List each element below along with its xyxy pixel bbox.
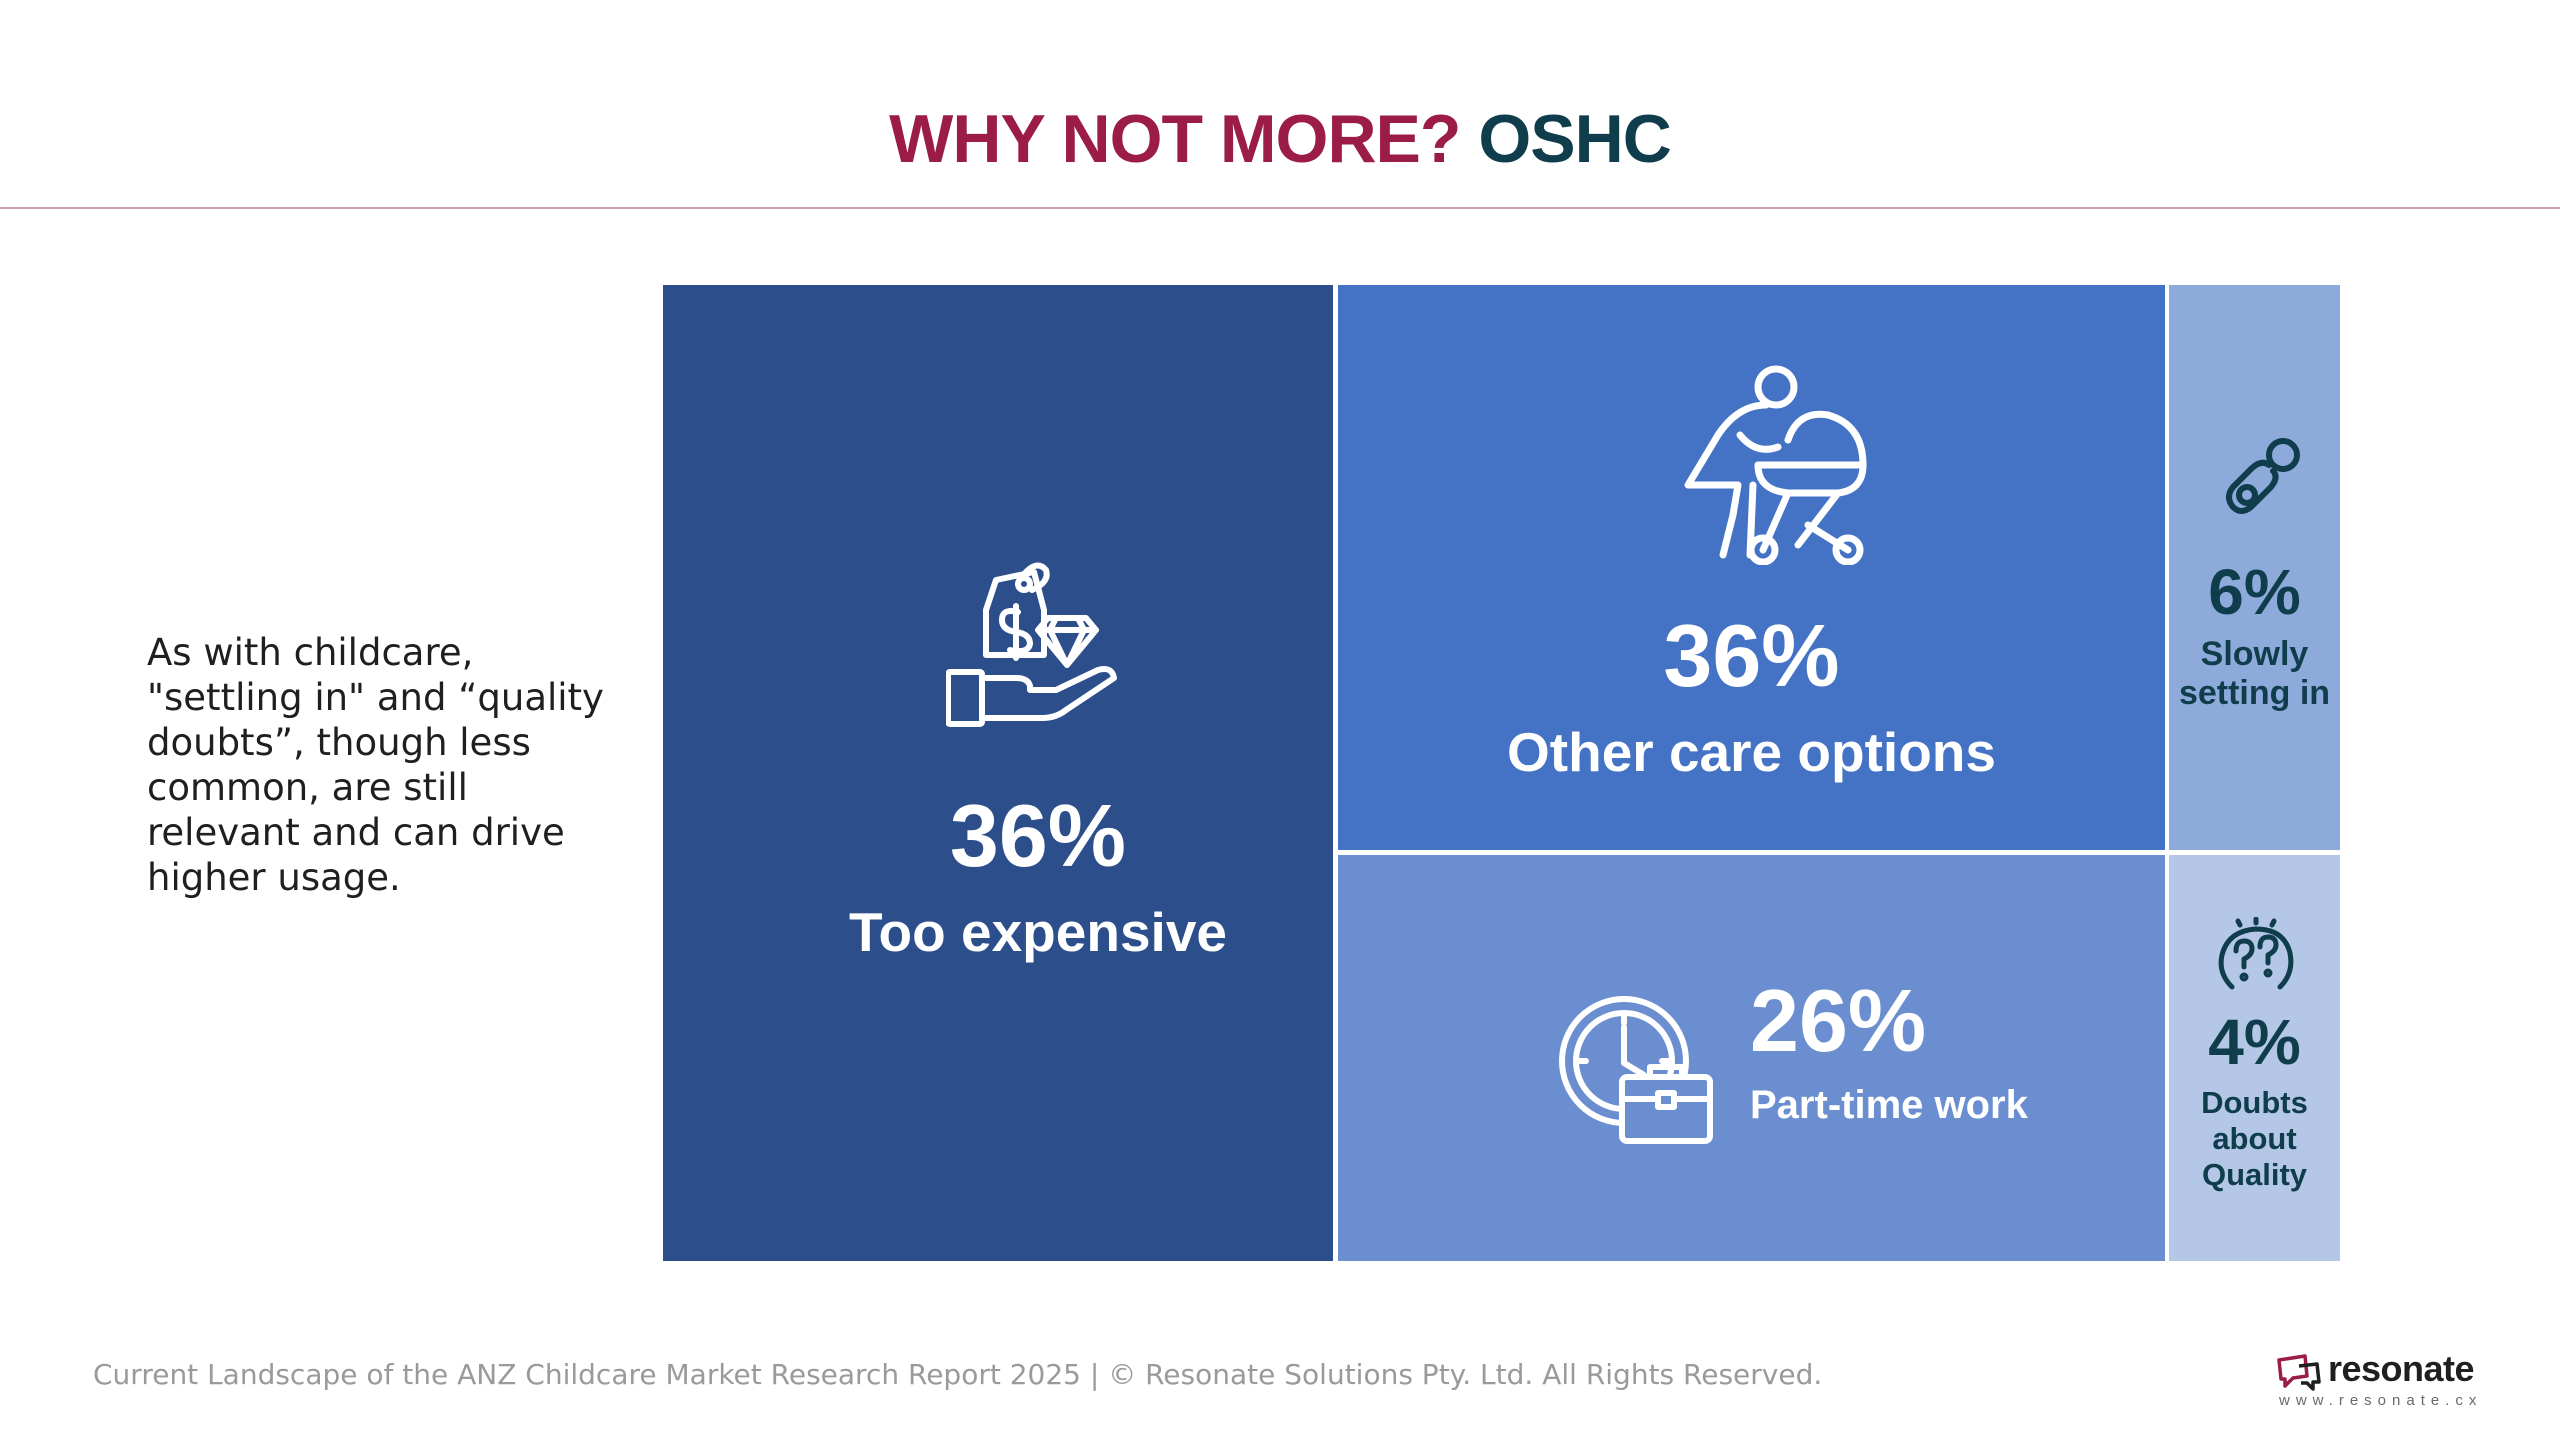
value-label: 36% <box>949 786 1127 885</box>
tile-other-care-options: 36% Other care options <box>1338 285 2165 850</box>
resonate-logo-icon <box>2277 1354 2321 1391</box>
commentary-text: As with childcare, "settling in" and “qu… <box>147 631 604 899</box>
price-tag-diamond-hand-icon <box>946 562 1117 727</box>
value-label: 6% <box>2208 556 2301 628</box>
mother-stroller-icon <box>1684 365 1867 565</box>
clock-briefcase-icon <box>1559 996 1713 1144</box>
value-label: 26% <box>1750 971 1927 1070</box>
value-label: 4% <box>2208 1006 2301 1078</box>
title-part-1: WHY NOT MORE? <box>889 101 1461 177</box>
brand-logo: resonate www.resonate.cx <box>2275 1348 2495 1418</box>
brand-name: resonate <box>2328 1348 2475 1389</box>
title-part-2: OSHC <box>1478 101 1671 177</box>
treemap-chart: 36% Too expensive 36% Other care options… <box>663 285 2340 1261</box>
category-label: Part-time work <box>1750 1083 2028 1127</box>
footer-copyright: Current Landscape of the ANZ Childcare M… <box>93 1358 1823 1391</box>
brand-url: www.resonate.cx <box>2279 1392 2483 1409</box>
category-label: Doubts about Quality <box>2201 1085 2308 1192</box>
category-label: Too expensive <box>849 901 1227 963</box>
category-label: Slowly setting in <box>2178 635 2331 712</box>
category-label: Other care options <box>1507 721 1996 783</box>
question-marks-head-icon <box>2218 917 2294 990</box>
tile-doubts-about-quality: 4% Doubts about Quality <box>2169 855 2340 1261</box>
tile-too-expensive: 36% Too expensive <box>663 285 1333 1261</box>
title-divider <box>0 207 2560 209</box>
tile-slowly-setting-in: 6% Slowly setting in <box>2169 285 2340 850</box>
value-label: 36% <box>1663 606 1840 705</box>
pacifier-icon <box>2226 438 2300 514</box>
page-title: WHY NOT MORE? OSHC <box>0 100 2560 178</box>
tile-part-time-work: 26% Part-time work <box>1338 855 2165 1261</box>
